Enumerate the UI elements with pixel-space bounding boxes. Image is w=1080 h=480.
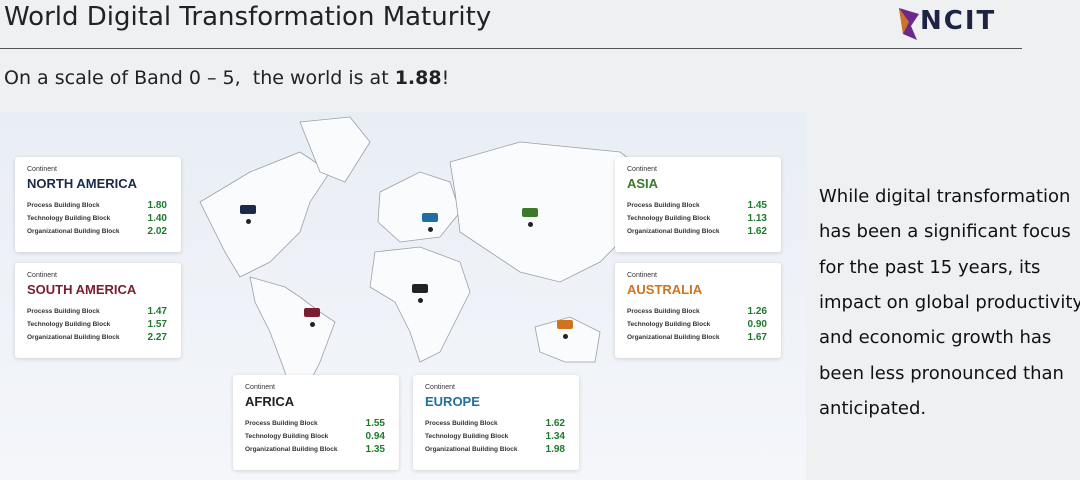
block-value: 1.45 — [747, 200, 767, 211]
continent-card: Continent AFRICA Process Building Block 1.5… — [233, 375, 399, 470]
note-line: for the past 15 years, its — [819, 256, 1041, 278]
block-value: 1.35 — [365, 444, 385, 455]
block-label: Process Building Block — [425, 420, 498, 427]
marker-dot — [527, 222, 533, 227]
continent-name: AFRICA — [245, 394, 295, 409]
block-label: Technology Building Block — [27, 321, 111, 328]
continent-card: Continent NORTH AMERICA Process Building B… — [15, 157, 181, 252]
block-label: Process Building Block — [627, 308, 700, 315]
logo-icon — [899, 8, 919, 40]
block-label: Technology Building Block — [27, 215, 111, 222]
note-line: been less pronounced than — [819, 362, 1064, 384]
marker-dot — [562, 334, 568, 339]
block-value: 1.34 — [545, 431, 565, 442]
card-label: Continent — [627, 166, 657, 173]
block-value: 0.94 — [365, 431, 385, 442]
block-label: Technology Building Block — [425, 433, 509, 440]
subtitle-text: On a scale of Band 0 – 5, the world is a… — [4, 67, 395, 89]
block-value: 2.27 — [147, 332, 167, 343]
continent-card: Continent AUSTRALIA Process Building Block… — [615, 263, 781, 358]
block-value: 1.13 — [747, 213, 767, 224]
block-value: 2.02 — [147, 226, 167, 237]
block-value: 1.55 — [365, 418, 385, 429]
card-label: Continent — [425, 384, 455, 391]
marker-dot — [309, 322, 315, 327]
rule — [0, 48, 1022, 49]
note-line: impact on global productivity — [819, 291, 1080, 313]
note-line: has been a significant focus — [819, 221, 1071, 243]
block-value: 1.67 — [747, 332, 767, 343]
note-line: While digital transformation — [819, 186, 1071, 207]
map-marker — [304, 308, 320, 317]
logo: NCIT — [920, 6, 997, 36]
subtitle-end: ! — [441, 67, 450, 89]
map-marker — [522, 208, 538, 217]
block-label: Process Building Block — [627, 202, 700, 209]
block-label: Organizational Building Block — [27, 334, 120, 341]
block-value: 1.80 — [147, 200, 167, 211]
block-label: Technology Building Block — [627, 215, 711, 222]
block-label: Process Building Block — [245, 420, 318, 427]
continent-name: NORTH AMERICA — [27, 176, 138, 191]
block-value: 1.62 — [747, 226, 767, 237]
marker-dot — [427, 227, 433, 232]
map-marker — [557, 320, 573, 329]
note-line: and economic growth has — [819, 327, 1052, 349]
map-marker — [240, 205, 256, 214]
block-value: 1.98 — [545, 444, 565, 455]
map-marker — [422, 213, 438, 222]
block-value: 1.47 — [147, 306, 167, 317]
score: 1.88 — [394, 67, 442, 89]
marker-dot — [245, 219, 251, 224]
continent-card: Continent SOUTH AMERICA Process Building B… — [15, 263, 181, 358]
block-value: 1.26 — [747, 306, 767, 317]
continent-name: SOUTH AMERICA — [27, 282, 137, 297]
continent-name: AUSTRALIA — [627, 282, 703, 297]
world-map — [199, 116, 661, 413]
block-value: 1.57 — [147, 319, 167, 330]
continent-card: Continent EUROPE Process Building Block 1.6… — [413, 375, 579, 470]
card-label: Continent — [245, 384, 275, 391]
note-line: anticipated. — [819, 397, 927, 419]
block-label: Technology Building Block — [245, 433, 329, 440]
block-label: Organizational Building Block — [627, 334, 720, 341]
block-label: Organizational Building Block — [425, 446, 518, 453]
block-label: Organizational Building Block — [245, 446, 338, 453]
marker-dot — [417, 298, 423, 303]
title: World Digital Transformation Maturity — [4, 2, 492, 32]
block-label: Organizational Building Block — [27, 228, 120, 235]
block-label: Process Building Block — [27, 202, 100, 209]
block-value: 1.40 — [147, 213, 167, 224]
continent-name: ASIA — [627, 176, 659, 191]
continent-name: EUROPE — [425, 394, 480, 409]
block-label: Technology Building Block — [627, 321, 711, 328]
card-label: Continent — [27, 272, 57, 279]
block-label: Process Building Block — [27, 308, 100, 315]
block-value: 1.62 — [545, 418, 565, 429]
continent-card: Continent ASIA Process Building Block 1.45 T… — [615, 157, 781, 252]
map-marker — [412, 284, 428, 293]
block-label: Organizational Building Block — [627, 228, 720, 235]
card-label: Continent — [27, 166, 57, 173]
block-value: 0.90 — [747, 319, 767, 330]
card-label: Continent — [627, 272, 657, 279]
subtitle: On a scale of Band 0 – 5, the world is a… — [4, 67, 449, 89]
